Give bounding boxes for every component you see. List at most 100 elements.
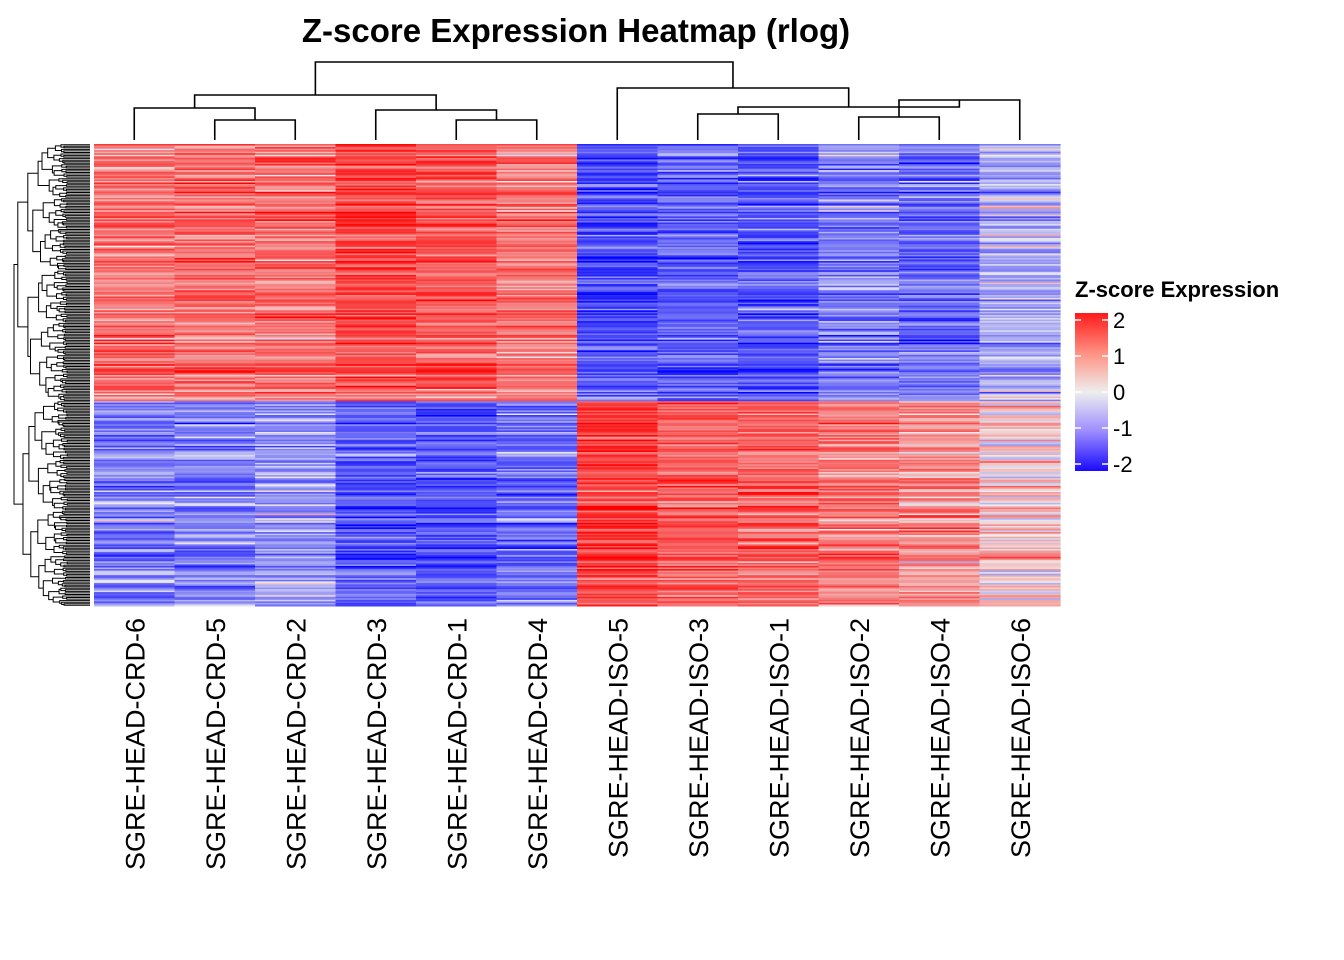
heatmap-cell: [416, 236, 498, 239]
heatmap-cell: [899, 147, 981, 150]
heatmap-cell: [979, 262, 1061, 265]
heatmap-cell: [577, 452, 659, 455]
heatmap-cell: [577, 430, 659, 433]
heatmap-cell: [94, 227, 176, 230]
heatmap-cell: [94, 419, 176, 422]
heatmap-cell: [174, 277, 256, 281]
heatmap-cell: [94, 265, 176, 268]
heatmap-cell: [416, 525, 498, 528]
heatmap-cell: [416, 584, 498, 587]
heatmap-cell: [335, 445, 417, 448]
heatmap-cell: [94, 467, 176, 470]
heatmap-cell: [738, 222, 820, 225]
heatmap-cell: [577, 473, 659, 476]
heatmap-cell: [818, 185, 900, 188]
heatmap-cell: [335, 336, 417, 339]
heatmap-cell: [818, 542, 900, 545]
heatmap-cell: [738, 464, 820, 467]
heatmap-cell: [577, 219, 659, 222]
heatmap-cell: [94, 291, 176, 294]
heatmap-cell: [416, 247, 498, 250]
heatmap-cell: [94, 584, 176, 587]
heatmap-cell: [416, 353, 498, 356]
heatmap-cell: [94, 310, 176, 313]
heatmap-cell: [94, 530, 176, 533]
row-dendrogram-branch: [58, 414, 67, 419]
heatmap-cell: [496, 336, 578, 339]
heatmap-cell: [174, 567, 256, 570]
heatmap-cell: [335, 225, 417, 228]
heatmap-cell: [335, 507, 417, 510]
heatmap-cell: [335, 539, 417, 542]
heatmap-cell: [255, 576, 337, 579]
heatmap-cell: [335, 359, 417, 362]
heatmap-cell: [496, 393, 578, 396]
heatmap-cell: [335, 310, 417, 313]
heatmap-cell: [174, 561, 256, 564]
heatmap-cell: [335, 415, 417, 418]
heatmap-cell: [738, 416, 820, 419]
heatmap-cell: [255, 353, 337, 356]
heatmap-cell: [577, 365, 659, 368]
heatmap-cell: [899, 585, 981, 589]
heatmap-cell: [738, 293, 820, 296]
heatmap-cell: [255, 602, 337, 605]
heatmap-cell: [738, 336, 820, 339]
heatmap-cell: [577, 567, 659, 570]
heatmap-cell: [577, 364, 659, 367]
heatmap-cell: [416, 248, 498, 251]
heatmap-cell: [577, 532, 659, 535]
heatmap-cell: [979, 174, 1061, 177]
heatmap-cell: [657, 438, 739, 441]
heatmap-cell: [174, 298, 256, 301]
heatmap-cell: [738, 188, 820, 191]
heatmap-cell: [738, 550, 820, 553]
heatmap-cell: [657, 247, 739, 250]
heatmap-cell: [899, 204, 981, 207]
heatmap-cell: [496, 436, 578, 439]
heatmap-cell: [899, 202, 981, 205]
heatmap-cell: [657, 441, 739, 444]
heatmap-cell: [174, 330, 256, 333]
heatmap-cell: [577, 476, 659, 479]
heatmap-cell: [657, 184, 739, 187]
heatmap-cell: [174, 413, 256, 416]
heatmap-cell: [979, 190, 1061, 193]
heatmap-cell: [979, 515, 1061, 518]
heatmap-cell: [174, 373, 256, 376]
heatmap-cell: [577, 217, 659, 220]
heatmap-cell: [255, 322, 337, 325]
heatmap-cell: [496, 191, 578, 194]
heatmap-cell: [496, 398, 578, 401]
row-dendrogram-branch: [28, 426, 39, 482]
heatmap-cell: [818, 435, 900, 438]
heatmap-cell: [577, 525, 659, 528]
heatmap-cell: [94, 257, 176, 260]
heatmap-cell: [657, 194, 739, 197]
heatmap-cell: [979, 545, 1061, 548]
heatmap-cell: [657, 217, 739, 220]
heatmap-cell: [899, 261, 981, 264]
heatmap-cell: [979, 456, 1061, 459]
heatmap-cell: [738, 507, 820, 510]
heatmap-cell: [255, 387, 337, 390]
heatmap-cell: [416, 224, 498, 227]
heatmap-cell: [94, 459, 176, 462]
heatmap-cell: [738, 378, 820, 381]
row-dendrogram-branch: [56, 285, 66, 290]
heatmap-cell: [174, 391, 256, 394]
heatmap-cell: [738, 472, 820, 475]
heatmap-cell: [174, 495, 256, 498]
row-dendrogram-branch: [63, 475, 90, 478]
heatmap-cell: [657, 459, 739, 462]
heatmap-cell: [416, 422, 498, 425]
heatmap-cell: [818, 458, 900, 461]
heatmap-cell: [818, 254, 900, 257]
heatmap-cell: [899, 331, 981, 334]
heatmap-cell: [416, 415, 498, 418]
heatmap-cell: [979, 604, 1061, 607]
heatmap-cell: [335, 496, 417, 499]
heatmap-cell: [657, 398, 739, 401]
heatmap-cell: [577, 402, 659, 405]
heatmap-cell: [657, 191, 739, 194]
